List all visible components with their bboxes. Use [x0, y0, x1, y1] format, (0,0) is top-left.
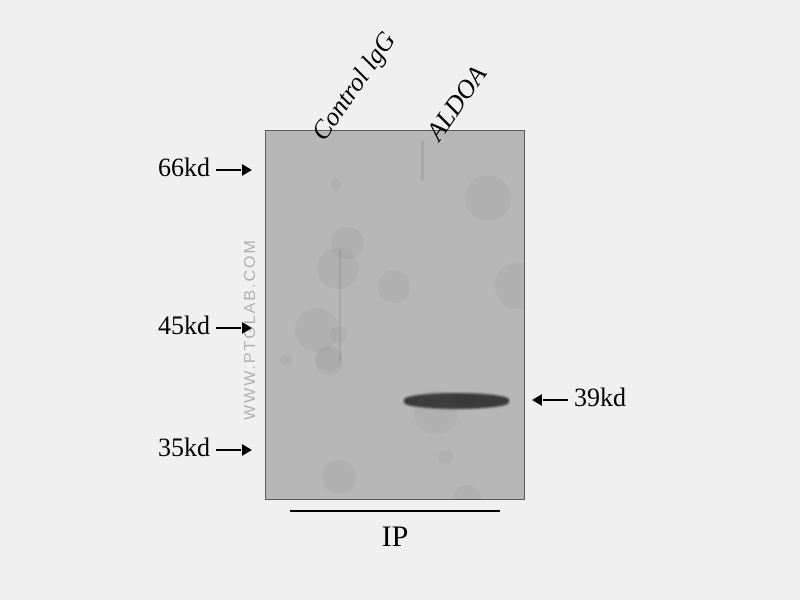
lane-label: Control lgG — [305, 26, 402, 146]
arrow-line — [216, 449, 241, 451]
arrow-line — [543, 399, 568, 401]
blot-artifact — [421, 141, 424, 181]
mw-marker-arrow — [216, 169, 251, 171]
blot-noise — [438, 450, 453, 465]
mw-marker-arrow — [216, 327, 251, 329]
blot-noise — [317, 248, 358, 289]
mw-marker-label: 66kd — [158, 153, 210, 183]
arrow-line — [216, 327, 241, 329]
blot-noise — [414, 390, 458, 434]
blot-region — [265, 130, 525, 500]
arrow-line — [216, 169, 241, 171]
ip-label: IP — [290, 520, 500, 554]
blot-noise — [495, 262, 525, 309]
mw-marker-label: 35kd — [158, 433, 210, 463]
blot-noise — [322, 460, 356, 494]
blot-noise — [280, 354, 292, 366]
ip-bracket-line — [290, 510, 500, 512]
blot-noise — [378, 270, 410, 302]
target-band-arrow — [533, 399, 568, 401]
blot-noise — [330, 179, 341, 190]
target-band-label: 39kd — [574, 383, 626, 413]
blot-noise — [453, 485, 481, 500]
figure-canvas: WWW.PTGLAB.COM 66kd45kd35kd Control lgGA… — [0, 0, 800, 600]
mw-marker-arrow — [216, 449, 251, 451]
blot-noise — [465, 175, 511, 221]
mw-marker-label: 45kd — [158, 311, 210, 341]
